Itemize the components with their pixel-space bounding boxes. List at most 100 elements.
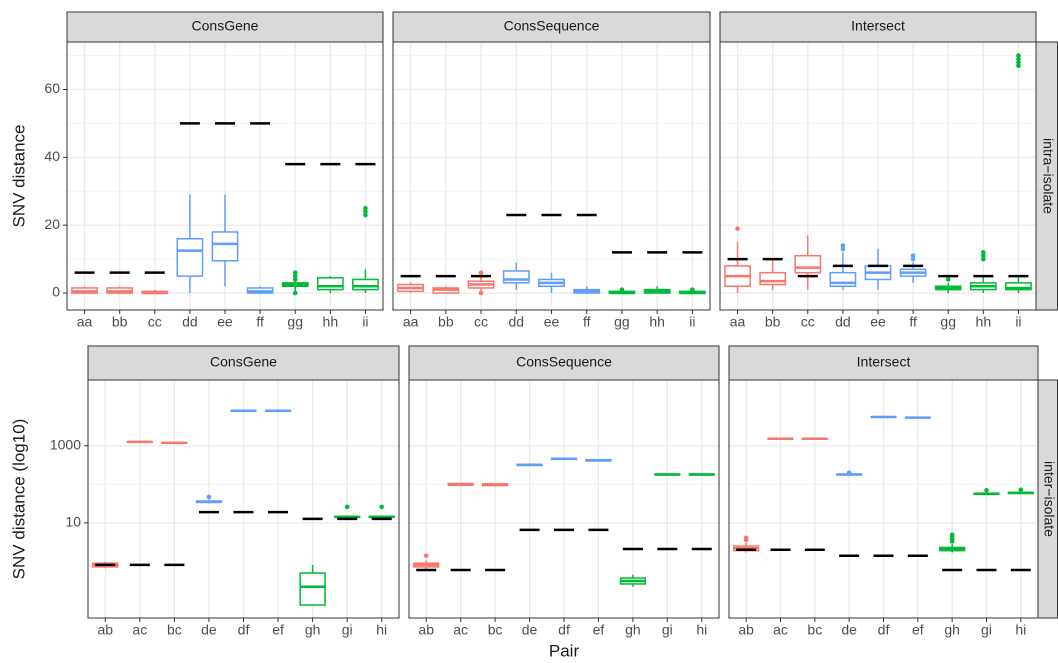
x-tick-label: aa xyxy=(77,314,93,330)
outlier xyxy=(949,532,955,538)
outlier xyxy=(1016,53,1021,58)
x-tick-label: ac xyxy=(132,622,147,638)
box xyxy=(176,238,204,277)
row-strip-label: inter−isolate xyxy=(1041,461,1057,537)
outlier xyxy=(363,212,368,218)
y-tick-label: 10 xyxy=(65,514,81,530)
box xyxy=(829,271,857,288)
facet-title: ConsSequence xyxy=(504,18,600,34)
row-strip-label: intra−isolate xyxy=(1040,138,1056,214)
x-tick-label: de xyxy=(522,622,538,638)
x-tick-label: ab xyxy=(418,622,434,638)
x-tick-label: bc xyxy=(807,622,822,638)
box xyxy=(299,572,326,606)
x-tick-label: de xyxy=(841,622,857,638)
outlier xyxy=(478,270,484,275)
x-tick-label: gh xyxy=(944,622,960,638)
strip xyxy=(87,345,400,381)
facet-title: ConsGene xyxy=(192,18,259,34)
x-tick-label: gi xyxy=(662,622,673,638)
x-tick-label: bb xyxy=(112,314,128,330)
outlier xyxy=(1016,63,1021,69)
strip xyxy=(719,11,1037,43)
x-tick-label: ii xyxy=(1015,314,1021,330)
strip xyxy=(408,345,720,381)
outlier xyxy=(206,494,212,500)
x-tick-label: dd xyxy=(835,314,851,330)
x-tick-label: gh xyxy=(305,622,321,638)
x-tick-label: dd xyxy=(182,314,198,330)
x-tick-label: gg xyxy=(940,314,956,330)
outlier xyxy=(735,226,740,231)
outlier xyxy=(292,273,298,279)
x-tick-label: gi xyxy=(981,622,992,638)
y-tick-label: 40 xyxy=(44,148,60,164)
x-tick-label: bb xyxy=(765,314,781,330)
x-tick-label: hi xyxy=(696,622,707,638)
y-tick-label: 20 xyxy=(44,216,60,232)
x-tick-label: ac xyxy=(453,622,468,638)
outlier xyxy=(981,253,986,259)
x-tick-label: gh xyxy=(625,622,641,638)
strip xyxy=(392,11,711,43)
x-tick-label: bc xyxy=(167,622,182,638)
box xyxy=(794,254,822,274)
box xyxy=(211,231,239,262)
y-tick-label: 0 xyxy=(52,284,60,300)
outlier xyxy=(910,256,916,262)
x-tick-label: aa xyxy=(403,314,419,330)
x-tick-label: df xyxy=(238,622,250,638)
x-tick-label: ab xyxy=(97,622,113,638)
outlier xyxy=(1016,56,1021,62)
strip xyxy=(66,11,384,43)
facet-title: ConsGene xyxy=(210,354,277,370)
x-tick-label: ee xyxy=(544,314,560,330)
x-tick-label: ff xyxy=(909,314,917,330)
x-tick-label: ef xyxy=(272,622,284,638)
outlier xyxy=(846,470,852,476)
x-tick-label: ac xyxy=(773,622,788,638)
x-tick-label: aa xyxy=(730,314,746,330)
x-tick-label: hh xyxy=(649,314,665,330)
x-tick-label: dd xyxy=(508,314,524,330)
x-tick-label: hi xyxy=(1015,622,1026,638)
x-tick-label: hi xyxy=(376,622,387,638)
x-tick-label: ff xyxy=(256,314,264,330)
x-tick-label: ff xyxy=(583,314,591,330)
x-tick-label: cc xyxy=(801,314,815,330)
outlier xyxy=(363,209,368,214)
outlier xyxy=(292,270,298,275)
outlier xyxy=(945,277,951,282)
outlier xyxy=(379,504,385,510)
y-axis-label: SNV distance (log10) xyxy=(9,419,28,580)
x-tick-label: df xyxy=(878,622,890,638)
x-tick-label: de xyxy=(201,622,217,638)
x-tick-label: gg xyxy=(287,314,303,330)
outlier xyxy=(910,253,916,259)
x-tick-label: hh xyxy=(323,314,339,330)
x-tick-label: cc xyxy=(474,314,488,330)
outlier xyxy=(292,277,298,282)
outlier xyxy=(619,287,625,292)
x-tick-label: ii xyxy=(362,314,368,330)
x-tick-label: ee xyxy=(217,314,233,330)
outlier xyxy=(1016,60,1021,65)
x-axis-label: Pair xyxy=(549,641,580,660)
box xyxy=(352,278,379,291)
x-tick-label: ef xyxy=(912,622,924,638)
x-tick-label: cc xyxy=(148,314,162,330)
y-axis-label: SNV distance xyxy=(9,125,28,228)
box xyxy=(316,277,344,291)
facet-title: ConsSequence xyxy=(516,354,612,370)
outlier xyxy=(840,246,846,252)
x-tick-label: ab xyxy=(738,622,754,638)
outlier xyxy=(981,256,986,262)
x-tick-label: ii xyxy=(689,314,695,330)
outlier xyxy=(423,553,429,559)
x-tick-label: ef xyxy=(593,622,605,638)
x-tick-label: ee xyxy=(870,314,886,330)
outlier xyxy=(478,290,484,296)
box xyxy=(502,270,530,284)
box xyxy=(759,271,787,286)
